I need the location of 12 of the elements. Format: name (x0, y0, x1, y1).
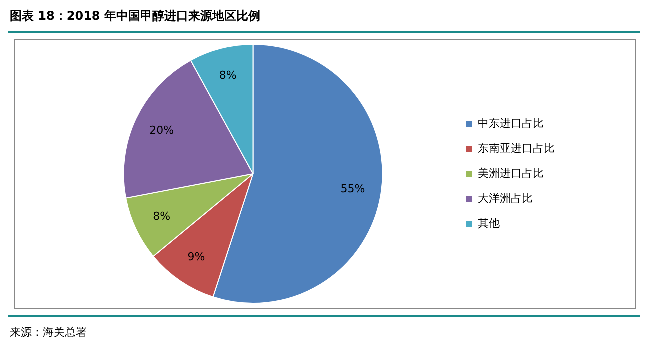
legend-label: 其他 (478, 216, 500, 230)
chart-title: 图表 18：2018 年中国甲醇进口来源地区比例 (9, 8, 262, 25)
legend-label: 美洲进口占比 (478, 166, 544, 180)
legend-label: 中东进口占比 (478, 116, 544, 130)
data-label: 9% (188, 250, 206, 264)
data-label: 20% (150, 124, 174, 137)
data-label: 8% (219, 69, 237, 82)
data-label: 55% (340, 182, 366, 196)
data-label: 8% (153, 210, 171, 223)
legend-label: 东南亚进口占比 (478, 142, 555, 155)
source-note: 来源：海关总署 (9, 325, 88, 340)
legend-label: 大洋洲占比 (478, 192, 533, 205)
